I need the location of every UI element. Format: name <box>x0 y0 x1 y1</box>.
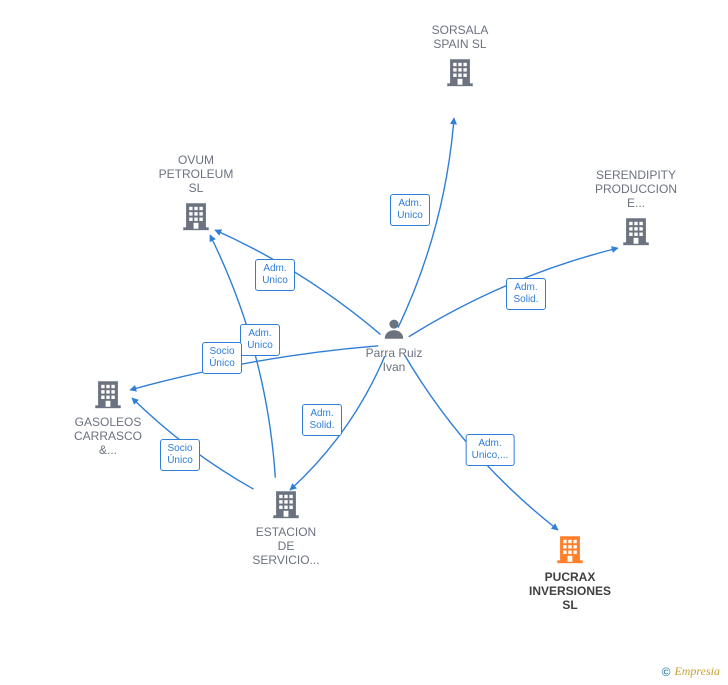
copyright-symbol: © <box>662 665 671 679</box>
company-node-pucrax[interactable]: PUCRAX INVERSIONES SL <box>510 528 630 612</box>
edge-label: Adm.Unico <box>255 259 295 291</box>
company-node-gasoleos[interactable]: GASOLEOS CARRASCO &... <box>48 373 168 457</box>
edge-label: SocioÚnico <box>160 439 200 471</box>
company-node-ovum[interactable]: OVUM PETROLEUM SL <box>136 153 256 237</box>
building-icon <box>400 55 520 89</box>
building-icon <box>48 377 168 411</box>
edge-label: Adm.Solid. <box>506 278 546 310</box>
company-node-sorsala[interactable]: SORSALA SPAIN SL <box>400 23 520 93</box>
edge-label: SocioÚnico <box>202 342 242 374</box>
person-label: Parra Ruiz Ivan <box>334 346 454 374</box>
edge-label: Adm.Solid. <box>302 404 342 436</box>
footer-brand: Empresia <box>674 664 720 679</box>
company-label: GASOLEOS CARRASCO &... <box>48 415 168 457</box>
diagram-canvas: Parra Ruiz Ivan SORSALA SPAIN SL SERENDIP… <box>0 0 728 685</box>
company-label: SORSALA SPAIN SL <box>400 23 520 51</box>
company-node-estacion[interactable]: ESTACION DE SERVICIO... <box>226 483 346 567</box>
person-node[interactable]: Parra Ruiz Ivan <box>334 312 454 374</box>
footer: © Empresia <box>662 664 720 679</box>
edge-label: Adm.Unico,... <box>466 434 515 466</box>
person-icon <box>334 316 454 342</box>
building-icon <box>136 199 256 233</box>
company-label: SERENDIPITY PRODUCCION E... <box>576 168 696 210</box>
building-icon <box>510 532 630 566</box>
building-icon <box>226 487 346 521</box>
company-label: PUCRAX INVERSIONES SL <box>510 570 630 612</box>
edge-label: Adm.Unico <box>240 324 280 356</box>
edge-label: Adm.Unico <box>390 194 430 226</box>
building-icon <box>576 214 696 248</box>
company-label: OVUM PETROLEUM SL <box>136 153 256 195</box>
company-node-serendip[interactable]: SERENDIPITY PRODUCCION E... <box>576 168 696 252</box>
company-label: ESTACION DE SERVICIO... <box>226 525 346 567</box>
